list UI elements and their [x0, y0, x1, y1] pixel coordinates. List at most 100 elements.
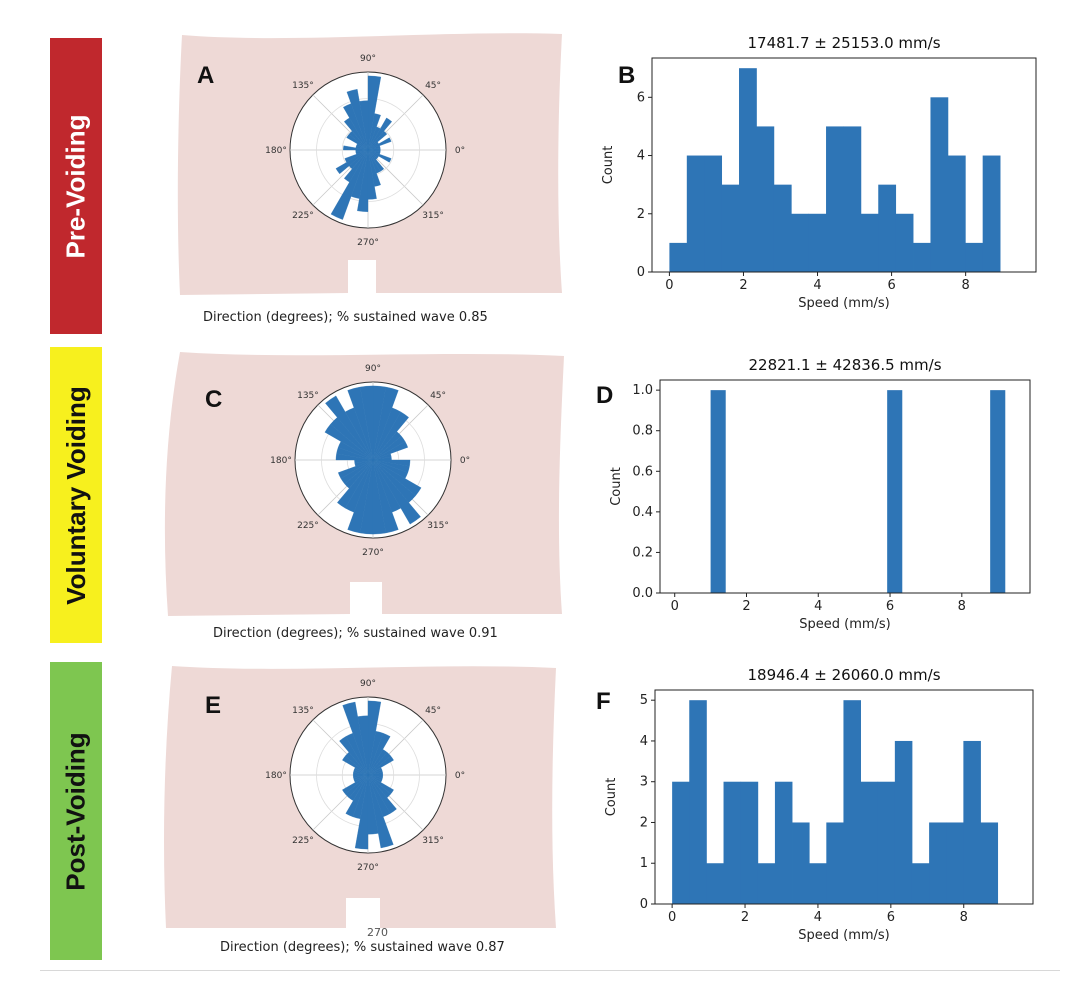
rose-wedge — [367, 137, 392, 151]
plot-frame — [651, 57, 1037, 273]
x-tick-label: 6 — [887, 910, 895, 925]
hist-bar — [669, 242, 688, 272]
row-voluntary-voiding: Voluntary Voiding C 0° 45° 90° 135° 180° 225°… — [0, 340, 1080, 650]
rose-angle-label: 270° — [357, 238, 379, 248]
hist-bar — [878, 184, 897, 272]
hist-bar — [808, 213, 827, 272]
caption-e: Direction (degrees); % sustained wave 0.… — [220, 940, 505, 955]
rose-angle-label: 315° — [422, 211, 444, 221]
hist-bar — [704, 155, 723, 272]
y-tick-label: 0.6 — [632, 464, 653, 479]
hist-bar — [774, 781, 793, 904]
hist-bar — [843, 700, 861, 904]
rose-wedge — [367, 149, 385, 172]
hist-bar — [913, 242, 931, 272]
x-tick-label: 4 — [814, 599, 822, 614]
x-tick-label: 4 — [814, 910, 822, 925]
hist-bar — [706, 863, 724, 904]
x-tick-label: 2 — [739, 278, 747, 293]
x-tick-label: 8 — [958, 599, 966, 614]
panel-letter-e: E — [205, 692, 222, 719]
post-voiding-label: Post-Voiding — [60, 731, 91, 891]
hist-bar — [965, 242, 984, 272]
rose-wedge — [339, 736, 369, 776]
rose-wedge — [367, 774, 383, 778]
hist-bar — [860, 213, 879, 272]
hist-bar — [911, 863, 930, 904]
rose-wedge — [367, 774, 397, 814]
rose-angle-label: 225° — [292, 211, 314, 221]
rose-wedge — [343, 117, 369, 151]
rose-wedge — [335, 453, 374, 461]
y-tick-label: 0.8 — [632, 424, 653, 439]
rose-angle-label: 45° — [425, 81, 441, 91]
post-voiding-label-box: Post-Voiding — [50, 662, 102, 960]
row-post-voiding: Post-Voiding E 0° 45° 90° 135° 180° 225° 270° 3… — [0, 650, 1080, 970]
pre-voiding-label: Pre-Voiding — [60, 114, 91, 258]
rose-wedge — [367, 774, 394, 849]
rose-angle-label: 225° — [297, 521, 319, 531]
y-tick-label: 1.0 — [632, 383, 653, 398]
panel-letter-d: D — [596, 382, 614, 409]
hist-bar — [689, 700, 707, 904]
hist-bar — [877, 781, 896, 904]
voluntary-voiding-label-box: Voluntary Voiding — [50, 347, 102, 643]
hist-bar — [963, 740, 981, 904]
hist-bar — [739, 68, 757, 272]
y-tick-label: 4 — [637, 149, 645, 164]
rose-wedge — [367, 149, 392, 163]
rose-wedge — [367, 700, 382, 776]
hist-bar — [723, 781, 742, 904]
rose-wedge — [367, 75, 382, 151]
rose-angle-label: 180° — [265, 771, 287, 781]
hist-bar — [791, 213, 810, 272]
hist-bar — [740, 781, 759, 904]
rose-angle-label: 90° — [360, 54, 376, 64]
y-tick-label: 0.4 — [632, 505, 653, 520]
rose-plot-a: 0° 45° 90° 135° 180° 225° 270° 315° — [265, 54, 465, 248]
hist-bar — [929, 822, 947, 904]
rose-wedge — [357, 149, 369, 212]
hist-bar — [826, 822, 844, 904]
x-tick-label: 2 — [741, 910, 749, 925]
y-tick-label: 0.0 — [632, 586, 653, 601]
rose-wedge — [347, 386, 374, 461]
y-tick-label: 5 — [640, 693, 648, 708]
x-tick-label: 2 — [742, 599, 750, 614]
rose-angle-label: 180° — [270, 456, 292, 466]
stray-text: 270 — [367, 926, 388, 939]
rose-angle-label: 0° — [455, 146, 465, 156]
y-tick-label: 0.2 — [632, 545, 653, 560]
hist-bar — [686, 155, 705, 272]
rose-angle-label: 90° — [365, 364, 381, 374]
rose-angle-label: 45° — [430, 391, 446, 401]
caption-c: Direction (degrees); % sustained wave 0.… — [213, 626, 498, 641]
panel-letter-f: F — [596, 688, 611, 715]
hist-bar — [792, 822, 810, 904]
x-tick-label: 8 — [962, 278, 970, 293]
rose-angle-label: 0° — [455, 771, 465, 781]
rose-plot-e: 0° 45° 90° 135° 180° 225° 270° 315° — [265, 679, 465, 873]
hist-bar — [990, 390, 1006, 593]
x-tick-label: 6 — [887, 278, 895, 293]
y-tick-label: 2 — [640, 815, 648, 830]
x-tick-label: 0 — [671, 599, 679, 614]
y-tick-label: 1 — [640, 856, 648, 871]
rose-angle-label: 135° — [297, 391, 319, 401]
rose-wedge — [346, 89, 369, 151]
y-tick-label: 2 — [637, 207, 645, 222]
rose-wedge — [343, 145, 369, 151]
row-pre-voiding: Pre-Voiding A 0° 45° 90° 135° 180° 225° 270° 31… — [0, 0, 1080, 340]
rose-wedge — [342, 755, 369, 776]
y-tick-label: 0 — [640, 897, 648, 912]
x-axis-label: Speed (mm/s) — [798, 296, 890, 311]
rose-angle-label: 90° — [360, 679, 376, 689]
rose-wedge — [330, 149, 369, 220]
x-tick-label: 0 — [668, 910, 676, 925]
bottom-divider — [40, 970, 1060, 971]
hist-bar — [980, 822, 999, 904]
hist-bar — [895, 213, 914, 272]
hist-bar — [982, 155, 1001, 272]
hist-bar — [757, 863, 776, 904]
hist-bar — [947, 155, 966, 272]
